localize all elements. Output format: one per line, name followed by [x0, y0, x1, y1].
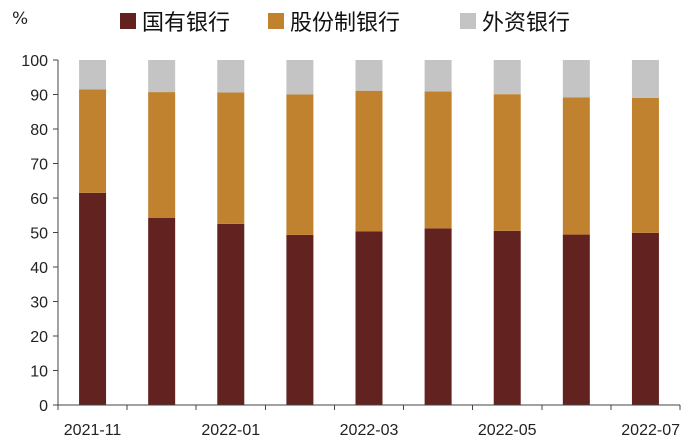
y-tick-label: 100: [21, 53, 48, 70]
legend-label: 股份制银行: [290, 11, 400, 36]
bar-segment-series-2-2022-07: [631, 60, 659, 98]
bar-segment-series-0-2022-01: [217, 223, 245, 406]
bar-segment-series-0-2022-03: [355, 231, 383, 405]
x-tick-label: 2022-05: [478, 422, 537, 439]
bar-segment-series-2-2022-05: [493, 60, 521, 95]
bar-segment-series-2-2022-06: [562, 60, 590, 98]
y-tick-label: 70: [30, 157, 48, 174]
y-axis-unit-label: %: [12, 9, 28, 29]
bar-segment-series-2-2022-04: [424, 60, 452, 92]
bar-segment-series-1-2022-02: [286, 94, 314, 235]
bar-segment-series-1-2021-12: [148, 92, 176, 219]
bars: [79, 60, 659, 406]
bar-segment-series-0-2022-07: [631, 232, 659, 405]
bar-segment-series-0-2022-05: [493, 230, 521, 405]
bar-segment-series-1-2022-05: [493, 94, 521, 231]
y-tick-label: 10: [30, 364, 48, 381]
y-tick-label: 50: [30, 226, 48, 243]
legend: 国有银行 股份制银行 外资银行: [120, 11, 570, 36]
legend-label: 外资银行: [482, 11, 570, 36]
x-axis: 2021-11 2022-01 2022-03 2022-05 2022-07: [57, 404, 681, 439]
bar-segment-series-0-2022-02: [286, 234, 314, 405]
x-tick-label: 2022-01: [201, 422, 260, 439]
bar-segment-series-2-2021-11: [79, 60, 107, 90]
y-tick-label: 60: [30, 191, 48, 208]
y-tick-label: 20: [30, 329, 48, 346]
bar-segment-series-0-2022-06: [562, 234, 590, 405]
legend-swatch: [120, 13, 136, 29]
x-tick-label: 2021-11: [64, 422, 122, 439]
y-axis: 0 10 20 30 40 50 60 70 80 90 100: [21, 53, 59, 415]
bar-segment-series-2-2022-01: [217, 60, 245, 93]
y-tick-label: 80: [30, 122, 48, 139]
bar-segment-series-2-2022-02: [286, 60, 314, 95]
bar-segment-series-2-2021-12: [148, 60, 176, 93]
x-tick-label: 2022-03: [340, 422, 399, 439]
bar-segment-series-1-2021-11: [79, 89, 107, 193]
bar-segment-series-1-2022-06: [562, 97, 590, 235]
bar-segment-series-0-2021-12: [148, 218, 176, 405]
y-tick-label: 30: [30, 295, 48, 312]
bar-segment-series-2-2022-03: [355, 60, 383, 91]
y-tick-label: 90: [30, 88, 48, 105]
legend-swatch: [268, 13, 284, 29]
bar-segment-series-1-2022-03: [355, 90, 383, 232]
bar-segment-series-1-2022-01: [217, 92, 245, 224]
bar-segment-series-0-2022-04: [424, 228, 452, 405]
bar-segment-series-1-2022-04: [424, 91, 452, 229]
legend-swatch: [460, 13, 476, 29]
x-tick-label: 2022-07: [621, 422, 680, 439]
y-tick-label: 40: [30, 260, 48, 277]
legend-label: 国有银行: [142, 11, 230, 36]
bar-segment-series-1-2022-07: [631, 97, 659, 233]
y-tick-label: 0: [39, 398, 48, 415]
bar-segment-series-0-2021-11: [79, 192, 107, 405]
